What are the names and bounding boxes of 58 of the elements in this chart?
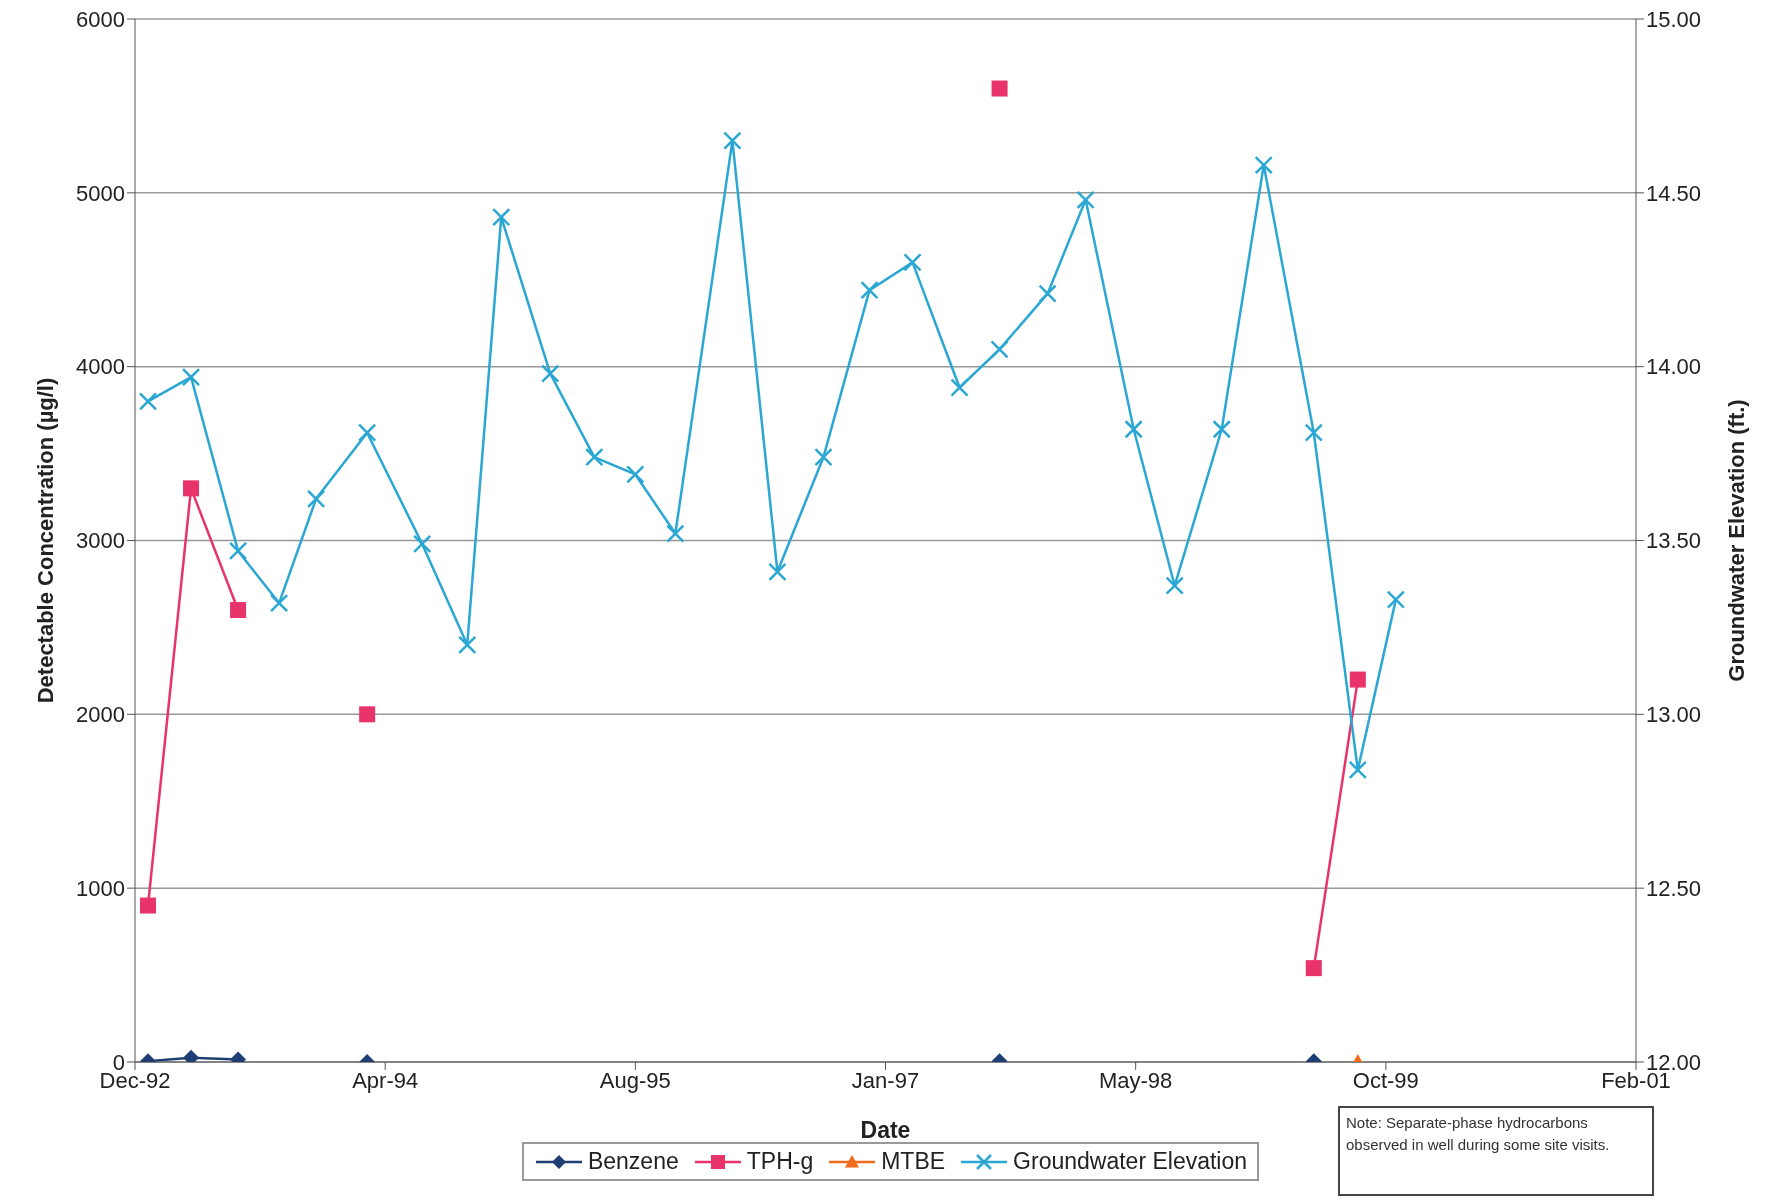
y2-tick-label: 13.50 [1646, 528, 1702, 554]
text: Note: Separate-phase hydrocarbons observed in well during some site visits. [1338, 1106, 1654, 1196]
point [626, 465, 645, 484]
point [1254, 155, 1273, 175]
point [269, 593, 289, 613]
legend-label: Groundwater Elevation [1012, 1148, 1248, 1175]
x-tick-label: May-98 [1098, 1067, 1173, 1093]
x-tick-label: Oct-99 [1352, 1067, 1419, 1093]
point [814, 447, 833, 467]
y-tick-label: 3000 [76, 528, 125, 554]
point [666, 524, 685, 543]
x-tick-label: Aug-95 [599, 1067, 671, 1093]
point [138, 392, 158, 411]
y2-tick-label: 13.00 [1646, 702, 1702, 728]
point [230, 602, 247, 619]
point [723, 131, 742, 150]
point [585, 447, 604, 467]
point [768, 562, 787, 582]
legend-label: TPH-g [745, 1148, 814, 1175]
point [228, 541, 248, 561]
y2-tick-label: 15.00 [1646, 6, 1702, 32]
point [181, 367, 201, 387]
point [306, 489, 326, 509]
point [1076, 190, 1095, 210]
point [1212, 420, 1231, 439]
point [990, 340, 1009, 359]
y-tick-label: 2000 [76, 702, 125, 728]
point [860, 280, 879, 300]
point [359, 706, 376, 723]
x-axis-title: Date [860, 1117, 911, 1143]
y2-tick-label: 14.50 [1646, 180, 1702, 206]
legend-label: MTBE [880, 1148, 946, 1175]
point [457, 635, 477, 655]
point [183, 480, 200, 497]
point [357, 423, 377, 442]
y-axis-title: Detectable Concentration (µg/l) [32, 377, 58, 704]
point [491, 207, 511, 227]
legend-label: Benzene [586, 1148, 679, 1175]
y-tick-label: 4000 [76, 354, 125, 380]
point [1165, 576, 1184, 595]
point [541, 364, 560, 383]
point [412, 534, 432, 554]
y2-tick-label: 12.50 [1646, 875, 1702, 901]
y-tick-label: 1000 [76, 875, 125, 901]
point [950, 378, 969, 397]
x-tick-label: Apr-94 [352, 1067, 419, 1093]
y-tick-label: 6000 [76, 6, 125, 32]
y2-axis-title: Groundwater Elevation (ft.) [1723, 399, 1749, 682]
point [1124, 420, 1143, 439]
x-tick-label: Jan-97 [851, 1067, 920, 1093]
point [1348, 760, 1368, 780]
point [1386, 590, 1406, 609]
point [1349, 671, 1366, 688]
point [1038, 284, 1057, 303]
y2-tick-label: 14.00 [1646, 354, 1702, 380]
point [903, 253, 922, 272]
y-tick-label: 5000 [76, 180, 125, 206]
point [1304, 423, 1324, 442]
